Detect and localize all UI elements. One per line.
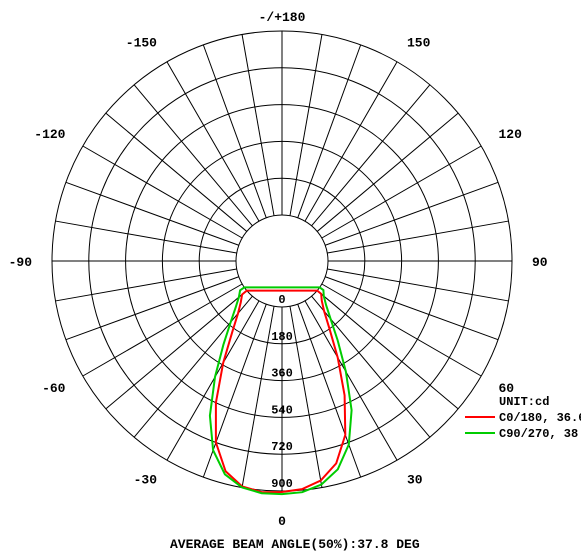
radial-tick-label: 180	[271, 330, 293, 344]
angle-label: -150	[126, 35, 157, 50]
grid-spoke	[66, 182, 239, 245]
grid-spoke	[317, 291, 458, 409]
grid-spoke	[327, 221, 508, 253]
grid-spoke	[290, 306, 322, 487]
radial-tick-label: 0	[278, 293, 285, 307]
grid-spoke	[55, 269, 236, 301]
footer-text: AVERAGE BEAM ANGLE(50%):37.8 DEG	[170, 537, 420, 552]
legend-label: C90/270, 38.9deg	[499, 427, 581, 441]
grid-spoke	[325, 277, 498, 340]
series-C0-180	[216, 291, 345, 493]
grid-spoke	[298, 45, 361, 218]
angle-label: 0	[278, 514, 286, 529]
radial-tick-label: 900	[271, 477, 293, 491]
grid-spoke	[242, 306, 274, 487]
angle-label: -30	[134, 473, 158, 488]
angle-label: 60	[499, 381, 515, 396]
grid-spoke	[134, 296, 252, 437]
grid-spoke	[134, 85, 252, 226]
grid-spoke	[312, 85, 430, 226]
angle-label: -90	[9, 255, 33, 270]
grid-spoke	[317, 113, 458, 231]
angle-label: -120	[34, 127, 65, 142]
grid-spoke	[106, 291, 247, 409]
unit-label: UNIT:cd	[499, 395, 549, 409]
angle-label: -60	[42, 381, 66, 396]
grid-spoke	[325, 182, 498, 245]
polar-chart-svg: -150 -120 -90 -60 -30 0 30 60 90 120 150 -/+180 0 180…	[0, 0, 581, 553]
radial-tick-label: 360	[271, 367, 293, 381]
polar-chart-container: -150 -120 -90 -60 -30 0 30 60 90 120 150 -/+180 0 180…	[0, 0, 581, 553]
legend-label: C0/180, 36.6deg	[499, 411, 581, 425]
top-angle-label: -/+180	[259, 10, 306, 25]
grid-spoke	[55, 221, 236, 253]
radial-tick-label: 720	[271, 440, 293, 454]
angle-label: 120	[499, 127, 523, 142]
grid-spoke	[106, 113, 247, 231]
grid-spoke	[66, 277, 239, 340]
grid-spoke	[290, 34, 322, 215]
series-C90-270	[210, 287, 352, 494]
grid-spoke	[242, 34, 274, 215]
grid-spoke	[203, 45, 266, 218]
angle-label: 30	[407, 473, 423, 488]
radial-tick-label: 540	[271, 403, 293, 417]
angle-label: 90	[532, 255, 548, 270]
grid-spoke	[327, 269, 508, 301]
angle-label: 150	[407, 35, 431, 50]
